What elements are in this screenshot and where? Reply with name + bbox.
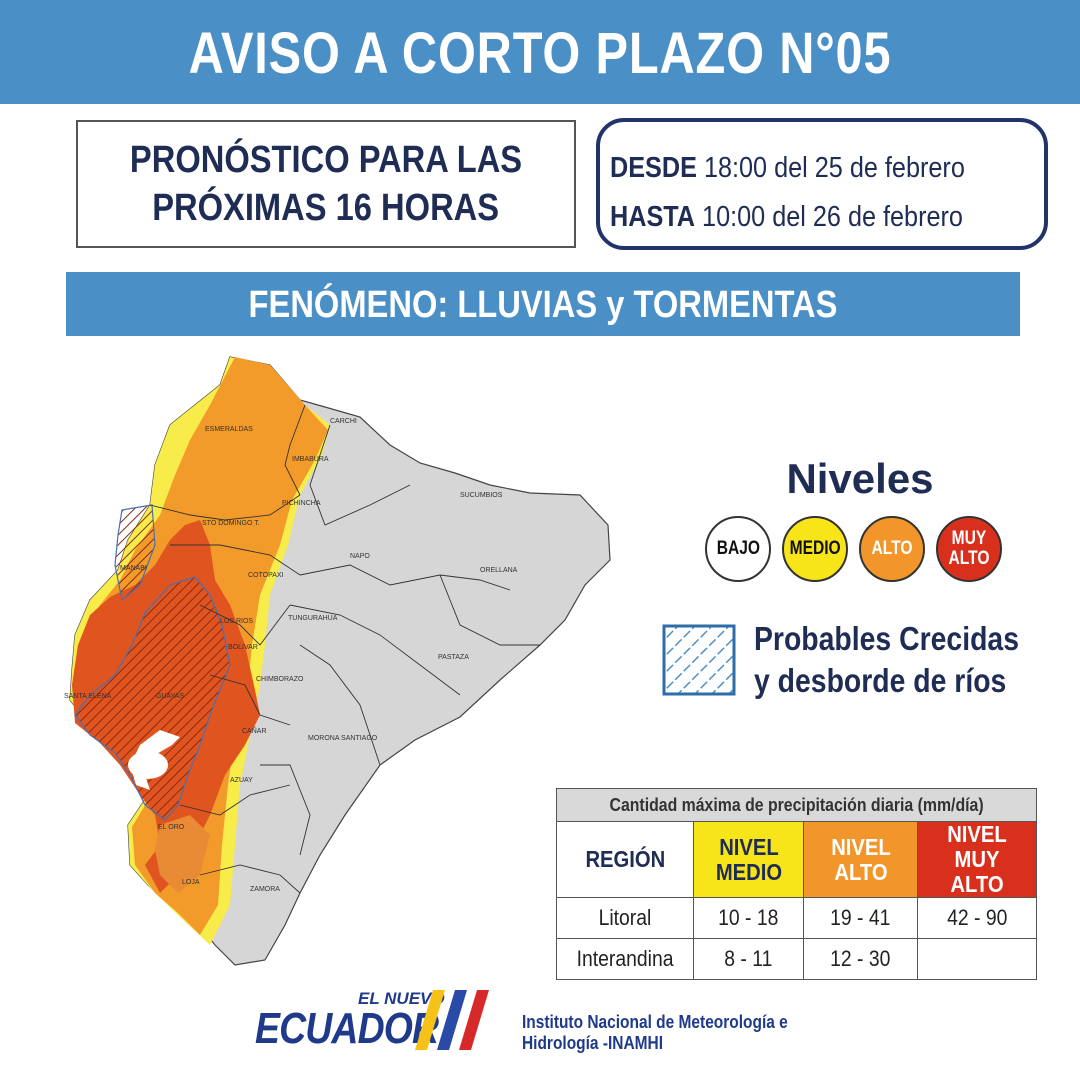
level-alto-badge: ALTO: [859, 516, 925, 582]
label-azuay: AZUAY: [230, 777, 253, 784]
label-sucumbios: SUCUMBIOS: [460, 492, 503, 499]
flood-hatch-icon: [662, 624, 736, 696]
label-loja: LOJA: [182, 879, 200, 886]
to-value: 10:00 del 26 de febrero: [702, 201, 963, 233]
flood-risk-area: [74, 576, 231, 821]
precipitation-table: Cantidad máxima de precipitación diaria …: [555, 788, 1037, 980]
label-tungurahua: TUNGURAHUA: [288, 615, 338, 622]
cell-alto: 12 - 30: [803, 938, 919, 980]
level-medio-badge: MEDIO: [782, 516, 848, 582]
label-chimborazo: CHIMBORAZO: [256, 676, 304, 683]
label-canar: CAÑAR: [242, 726, 267, 735]
table-row: Interandina 8 - 11 12 - 30: [555, 938, 1037, 980]
institute-line-1: Instituto Nacional de Meteorología e: [522, 1012, 788, 1032]
label-esmeraldas: ESMERALDAS: [205, 426, 253, 433]
label-zamora: ZAMORA: [250, 886, 280, 893]
institute-name: Instituto Nacional de Meteorología e Hid…: [522, 1012, 831, 1054]
header-region: REGIÓN: [555, 821, 695, 898]
table-title: Cantidad máxima de precipitación diaria …: [556, 788, 1037, 822]
cell-muy-alto: [917, 938, 1037, 980]
label-bolivar: BOLIVAR: [228, 644, 258, 651]
flag-stripes-icon: [415, 990, 489, 1050]
logo-el-nuevo: EL NUEVO: [358, 989, 445, 1008]
level-muy-alto-badge: MUY ALTO: [936, 516, 1002, 582]
flood-legend-line-1: Probables Crecidas: [754, 620, 1020, 657]
from-row: DESDE 18:00 del 25 de febrero: [610, 144, 988, 193]
flood-legend: Probables Crecidas y desborde de ríos: [754, 618, 1054, 702]
label-pastaza: PASTAZA: [438, 654, 469, 661]
label-sto-domingo: STO DOMINGO T.: [202, 520, 260, 527]
header-banner: [0, 0, 1080, 104]
label-imbabura: IMBABURA: [292, 456, 329, 463]
label-guayas: GUAYAS: [156, 693, 184, 700]
cell-medio: 8 - 11: [693, 938, 805, 980]
logo-ecuador: ECUADOR: [255, 1004, 439, 1053]
from-label: DESDE: [610, 152, 697, 184]
label-napo: NAPO: [350, 553, 370, 560]
table-row: Litoral 10 - 18 19 - 41 42 - 90: [555, 897, 1037, 939]
flood-legend-line-2: y desborde de ríos: [754, 662, 1007, 699]
header-nivel-alto: NIVEL ALTO: [803, 821, 919, 898]
forecast-line-1: PRONÓSTICO PARA LAS: [129, 139, 523, 181]
label-cotopaxi: COTOPAXI: [248, 572, 284, 579]
phenomenon-text: FENÓMENO: LLUVIAS y TORMENTAS: [248, 284, 838, 326]
label-carchi: CARCHI: [330, 418, 357, 425]
label-santa-elena: SANTA ELENA: [64, 693, 112, 700]
label-el-oro: EL ORO: [158, 824, 185, 831]
ecuador-alert-map: ESMERALDAS CARCHI IMBABURA SUCUMBIOS PIC…: [64, 356, 611, 966]
label-pichincha: PICHINCHA: [282, 500, 321, 507]
forecast-line-2: PRÓXIMAS 16 HORAS: [152, 187, 500, 229]
label-manabi: MANABI: [120, 565, 147, 572]
levels-title: Niveles: [786, 455, 934, 502]
forecast-box: PRONÓSTICO PARA LAS PRÓXIMAS 16 HORAS: [76, 120, 576, 248]
institute-line-2: Hidrología -INAMHI: [522, 1033, 664, 1053]
phenomenon-bar: [66, 272, 1020, 336]
cell-region: Interandina: [555, 938, 695, 980]
level-bajo-badge: BAJO: [705, 516, 771, 582]
cell-region: Litoral: [555, 897, 695, 939]
cell-medio: 10 - 18: [693, 897, 805, 939]
to-label: HASTA: [610, 201, 696, 233]
page-title: AVISO A CORTO PLAZO N°05: [188, 21, 892, 86]
cell-alto: 19 - 41: [803, 897, 919, 939]
from-value: 18:00 del 25 de febrero: [703, 152, 965, 184]
cell-muy-alto: 42 - 90: [917, 897, 1037, 939]
to-row: HASTA 10:00 del 26 de febrero: [610, 193, 988, 242]
header-nivel-muy-alto: NIVEL MUY ALTO: [917, 821, 1037, 898]
label-orellana: ORELLANA: [480, 567, 518, 574]
validity-period-box: DESDE 18:00 del 25 de febrero HASTA 10:0…: [596, 118, 1048, 250]
label-los-rios: LOS RIOS: [220, 618, 253, 625]
header-nivel-medio: NIVEL MEDIO: [693, 821, 805, 898]
label-morona-santiago: MORONA SANTIAGO: [308, 735, 378, 742]
